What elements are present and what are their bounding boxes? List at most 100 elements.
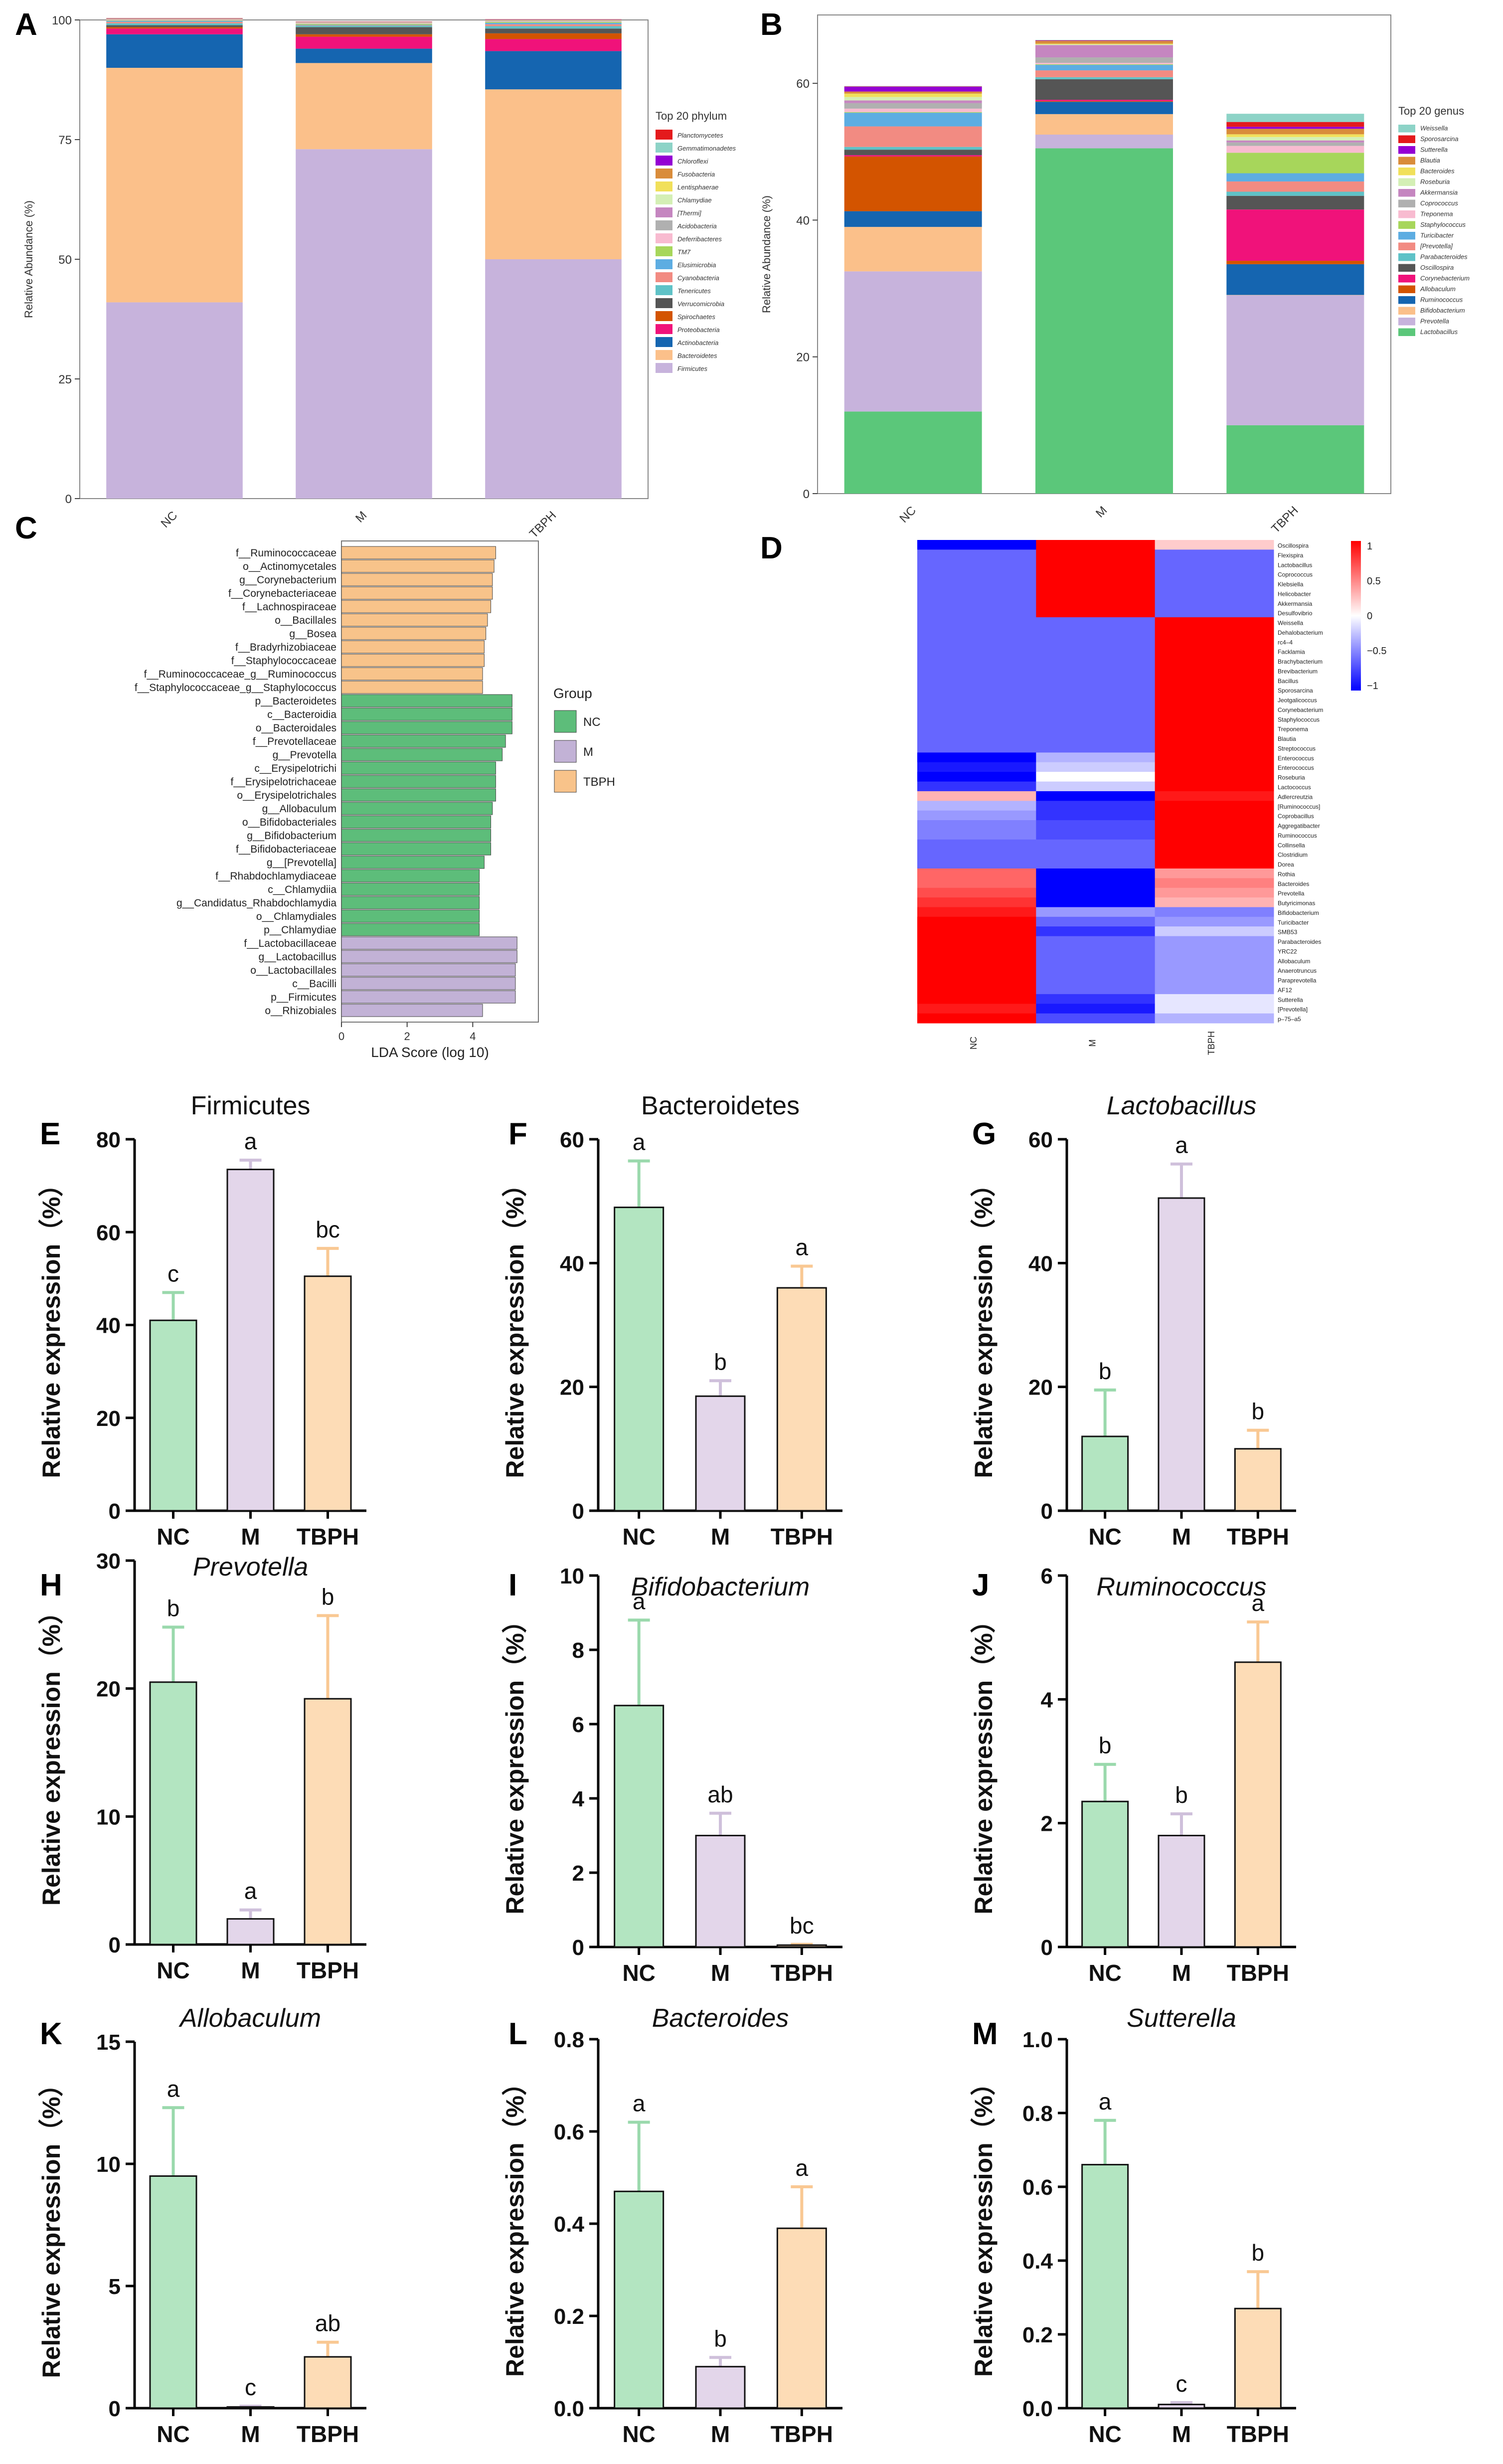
lda-label: f__Rhabdochlamydiaceae [215,871,336,882]
bar-NC [1081,1800,1129,1948]
heatmap-cell [917,887,1036,898]
x-tick-label: M [241,1957,260,1983]
heatmap-cell [1036,742,1156,753]
heatmap-cell [917,781,1036,792]
y-tick-label: 20 [1028,1376,1053,1400]
lda-label: o__Bacillales [275,615,336,626]
heatmap-cell [1155,742,1274,753]
legend-swatch [656,156,672,166]
y-tick-label: 0 [109,1499,121,1524]
panel-letter-D: D [760,531,783,565]
heatmap-cell [1155,675,1274,686]
y-tick-label: 0.8 [1022,2102,1053,2126]
heatmap-row-label: Weissella [1278,620,1303,627]
stack-segment-Tenericutes [296,25,432,27]
stack-segment-Tenericutes [106,23,243,25]
heatmap-cell [1155,685,1274,695]
lda-label: g__Bosea [289,628,336,640]
legend-label: TM7 [677,248,691,256]
legend-label: Chloroflexi [677,158,709,165]
lda-label: g__Prevotella [273,749,337,761]
lda-label: f__Bradyrhizobiaceae [235,642,336,653]
heatmap-row-label: Brachybacterium [1278,658,1323,665]
lda-bar [341,896,480,909]
heatmap-cell [1036,617,1156,627]
stack-segment-[Prevotella] [844,126,982,147]
legend-label: Lactobacillus [1420,328,1458,336]
heatmap-cell [917,752,1036,763]
panel-B: 0 20 40 60 Relative Abundance (%) NC M TBPH Top … [760,14,1470,536]
heatmap-cell [1155,916,1274,927]
lda-label: c__Chlamydiia [268,884,336,895]
x-tick-label: M [711,1960,730,1986]
legend-label: Sporosarcina [1420,135,1459,143]
legend-label: Verrucomicrobia [677,300,724,308]
stack-segment-Proteobacteria [296,36,432,49]
heatmap-row-label: Jeotgalicoccus [1278,697,1317,704]
heatmap-row-label: Prevotella [1278,890,1305,897]
panel-letter-L: L [508,2017,527,2051]
heatmap-cell [1036,665,1156,676]
legend-swatch [554,770,577,793]
heatmap-row-label: Facklamia [1278,649,1305,656]
panel-letter-I: I [508,1568,517,1602]
lda-bar [341,586,493,600]
lda-bar [341,546,496,559]
y-tick-label: 75 [58,134,72,147]
legend-label: [Prevotella] [1420,242,1453,250]
stack-segment-Firmicutes [296,149,432,499]
x-tick-label: M [1172,1960,1191,1986]
legend-swatch [1398,199,1415,207]
x-tick-label: TBPH [297,2421,359,2447]
stack-segment-[Thermi] [106,19,243,20]
stack-segment-Proteobacteria [106,28,243,34]
stack-segment-Parabacteroides [1035,77,1173,79]
legend-swatch [1398,125,1415,133]
x-tick-label: NC [1088,2421,1121,2447]
stack-segment-TM7 [485,21,622,23]
heatmap-row-label: Roseburia [1278,774,1305,781]
significance-letter: a [244,1128,257,1154]
x-tick-label: TBPH [527,509,559,540]
heatmap-row-label: Coprobacillus [1278,813,1314,820]
legend-label: Oscillospira [1420,264,1454,271]
legend-label: Chlamydiae [677,196,712,204]
legend-swatch [1398,157,1415,165]
y-tick-label: 1.0 [1022,2028,1053,2052]
stack-segment-Sutterella [1226,127,1364,129]
heatmap-cell [1155,704,1274,714]
legend-label: Planctomycetes [677,132,723,139]
heatmap-row-label: Enterococcus [1278,755,1314,762]
stack-segment-Treponema [1035,63,1173,64]
y-tick-label: 6 [572,1713,584,1737]
stack-segment-Planctomycetes [296,21,432,22]
colorbar-tick: −0.5 [1367,646,1386,657]
significance-letter: b [1099,1358,1112,1384]
stack-segment-Turicibacter [1035,65,1173,71]
legend-label: Bacteroides [1420,168,1455,175]
lda-label: f__Lactobacillaceae [244,938,336,949]
x-tick-label: M [353,509,369,525]
lda-label: f__Erysipelotrichaceae [231,776,336,788]
stack-segment-Roseburia [1226,137,1364,141]
legend-label: Deferribacteres [677,235,722,243]
heatmap-row-label: Streptococcus [1278,745,1316,752]
stack-segment-Elusimicrobia [485,22,622,24]
heatmap-cell [1155,878,1274,888]
heatmap-cell [1155,772,1274,782]
heatmap-cell [1155,762,1274,772]
heatmap-cell [917,859,1036,869]
stack-segment-Chlamydiae [106,19,243,20]
legend-label: Coprococcus [1420,199,1458,207]
heatmap-cell [1036,781,1156,792]
heatmap-cell [1155,752,1274,763]
legend-swatch [1398,221,1415,229]
legend-swatch [656,194,672,204]
heatmap-cell [917,975,1036,985]
heatmap-cell [1155,1004,1274,1014]
lda-bar [341,909,480,923]
panel-E: Firmicutes 0 20 40 60 80 Relative expression（%… [37,1091,366,1550]
y-tick-label: 50 [58,253,72,267]
heatmap-cell [1036,975,1156,985]
heatmap-cell [1155,907,1274,917]
